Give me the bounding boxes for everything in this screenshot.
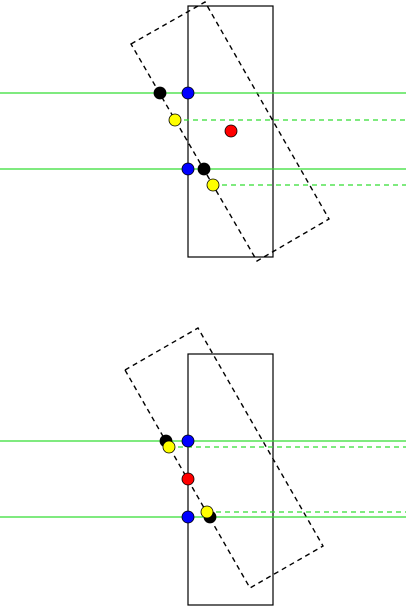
top-rotated-rectangle — [130, 1, 330, 262]
bottom-axis-aligned-rectangle — [187, 353, 274, 606]
bottom-panel — [0, 327, 406, 606]
top-black-point-1 — [153, 86, 167, 100]
bottom-blue-point-2 — [181, 510, 195, 524]
bottom-yellow-point-1 — [162, 440, 176, 454]
top-yellow-point-1 — [168, 113, 182, 127]
top-blue-point-2 — [181, 162, 195, 176]
top-panel — [0, 1, 406, 262]
top-axis-aligned-rectangle — [187, 5, 274, 258]
bottom-blue-point-1 — [181, 434, 195, 448]
top-red-point — [224, 124, 238, 138]
bottom-rotated-rectangle — [124, 327, 324, 589]
top-black-point-2 — [197, 162, 211, 176]
bottom-red-point — [181, 472, 195, 486]
top-yellow-point-2 — [206, 178, 220, 192]
bottom-yellow-point-2 — [200, 505, 214, 519]
top-blue-point-1 — [181, 86, 195, 100]
